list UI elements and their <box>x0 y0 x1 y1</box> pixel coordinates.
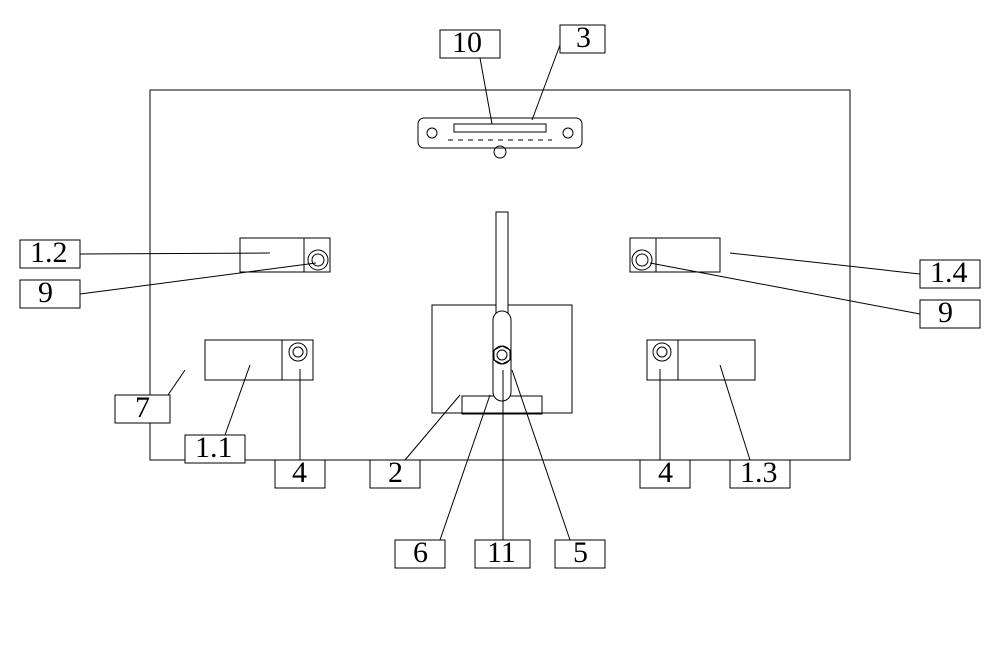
label-2: 2 <box>370 395 460 489</box>
label-9L: 9 <box>20 263 316 309</box>
pin-4R <box>653 343 671 361</box>
label-text-6: 6 <box>413 536 428 569</box>
label-5: 5 <box>512 370 605 569</box>
label-text-4L: 4 <box>292 456 307 489</box>
label-text-11: 11 <box>487 536 516 569</box>
label-10: 10 <box>440 26 500 124</box>
label-text-1.3: 1.3 <box>740 456 778 489</box>
center-assembly <box>432 212 572 414</box>
label-text-3: 3 <box>576 21 591 54</box>
label-4R: 4 <box>640 369 690 489</box>
label-text-7: 7 <box>135 391 150 424</box>
label-text-1.2: 1.2 <box>30 236 68 269</box>
top-bar-assembly <box>418 118 582 158</box>
label-text-10: 10 <box>452 26 482 59</box>
label-text-9L: 9 <box>38 276 53 309</box>
label-text-4R: 4 <box>658 456 673 489</box>
label-text-9R: 9 <box>938 296 953 329</box>
pin-4L <box>289 343 307 361</box>
pin-9L <box>308 250 328 270</box>
label-text-1.4: 1.4 <box>930 256 968 289</box>
block-1.4 <box>630 238 720 272</box>
label-text-1.1: 1.1 <box>195 431 233 464</box>
label-text-2: 2 <box>388 456 403 489</box>
label-3: 3 <box>532 21 605 120</box>
label-text-5: 5 <box>573 536 588 569</box>
label-4L: 4 <box>275 369 325 489</box>
label-1.2: 1.2 <box>20 236 270 269</box>
label-1.3: 1.3 <box>720 365 790 489</box>
label-1.4: 1.4 <box>730 253 980 289</box>
block-1.3 <box>647 340 755 380</box>
block-1.1 <box>205 340 313 380</box>
pin-9R <box>632 250 652 270</box>
